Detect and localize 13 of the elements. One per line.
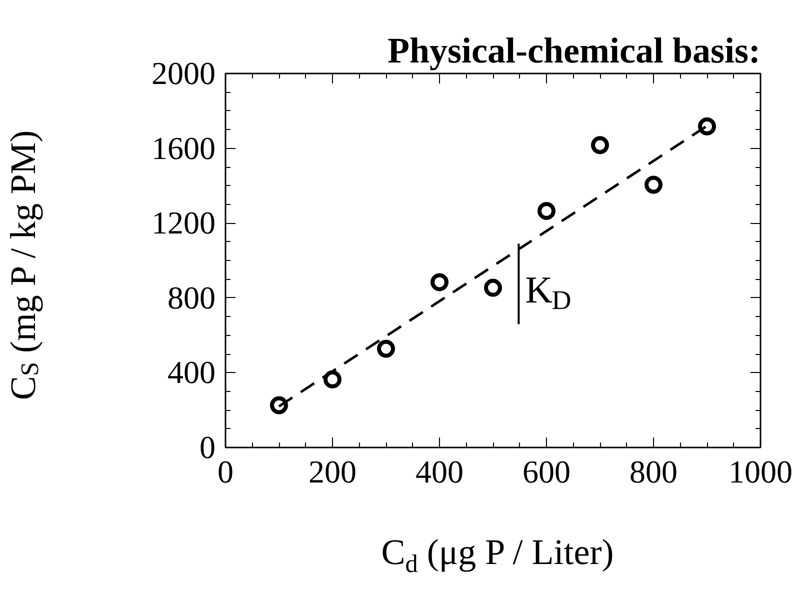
x-tick-label: 600 bbox=[522, 454, 570, 490]
x-tick-label: 400 bbox=[416, 454, 464, 490]
x-tick-label: 1000 bbox=[728, 454, 792, 490]
y-tick-label: 1600 bbox=[152, 130, 216, 166]
y-tick-label: 2000 bbox=[152, 55, 216, 91]
y-tick-label: 0 bbox=[200, 429, 216, 465]
chart-title: Physical-chemical basis: bbox=[388, 30, 761, 70]
x-tick-label: 800 bbox=[630, 454, 678, 490]
y-tick-label: 1200 bbox=[152, 204, 216, 241]
y-tick-label: 400 bbox=[168, 354, 216, 390]
x-axis-title: C$_{d}$ (μg P / Liter) bbox=[380, 531, 615, 580]
y-tick-label: 800 bbox=[168, 279, 216, 316]
x-tick-label: 200 bbox=[308, 454, 356, 490]
